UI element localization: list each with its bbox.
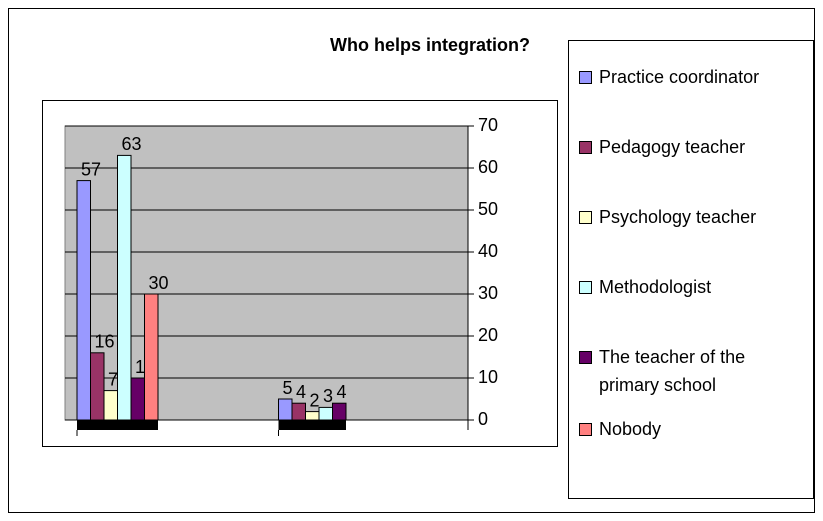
bar <box>103 390 118 421</box>
y-tick-label: 70 <box>478 115 498 135</box>
data-label: 16 <box>95 332 115 352</box>
bar <box>90 352 105 421</box>
data-label: 5 <box>283 378 293 398</box>
y-tick-label: 20 <box>478 325 498 345</box>
legend-label: Methodologist <box>599 277 712 297</box>
legend-item: Nobody <box>579 415 807 443</box>
data-label: 63 <box>122 134 142 154</box>
legend-swatch <box>579 423 592 436</box>
legend-item: Practice coordinator <box>579 63 807 91</box>
bar <box>76 180 91 421</box>
data-label: 57 <box>81 159 101 179</box>
y-tick-label: 40 <box>478 241 498 261</box>
floor <box>77 420 158 430</box>
y-tick-label: 0 <box>478 409 488 429</box>
legend-swatch <box>579 71 592 84</box>
bar <box>318 406 333 421</box>
bar <box>130 377 145 421</box>
legend-label: Nobody <box>599 419 662 439</box>
plot-area <box>64 125 469 421</box>
y-tick-label: 50 <box>478 199 498 219</box>
legend-item: The teacher of the primary school <box>579 343 807 399</box>
y-tick-label: 10 <box>478 367 498 387</box>
y-tick-label: 30 <box>478 283 498 303</box>
data-label: 2 <box>310 390 320 410</box>
legend-label: Psychology teacher <box>599 207 757 227</box>
legend-item: Pedagogy teacher <box>579 133 807 161</box>
y-tick-label: 60 <box>478 157 498 177</box>
data-label: 7 <box>108 369 118 389</box>
bar <box>332 402 347 421</box>
legend: Practice coordinator Pedagogy teacher Psyc… <box>568 40 814 499</box>
bar <box>117 154 132 421</box>
bar <box>278 398 293 421</box>
chart-title: Who helps integration? <box>330 35 530 55</box>
legend-swatch <box>579 351 592 364</box>
bar <box>144 293 159 421</box>
legend-item: Psychology teacher <box>579 203 807 231</box>
legend-label: Pedagogy teacher <box>599 137 746 157</box>
data-label: 30 <box>149 273 169 293</box>
legend-label: The teacher of the primary school <box>599 347 746 395</box>
data-label: 4 <box>337 382 347 402</box>
bar <box>291 402 306 421</box>
legend-swatch <box>579 211 592 224</box>
legend-item: Methodologist <box>579 273 807 301</box>
data-label: 4 <box>296 382 306 402</box>
floor <box>278 420 346 430</box>
data-label: 3 <box>323 386 333 406</box>
legend-swatch <box>579 281 592 294</box>
legend-label: Practice coordinator <box>599 67 760 87</box>
legend-swatch <box>579 141 592 154</box>
bar <box>305 411 320 421</box>
